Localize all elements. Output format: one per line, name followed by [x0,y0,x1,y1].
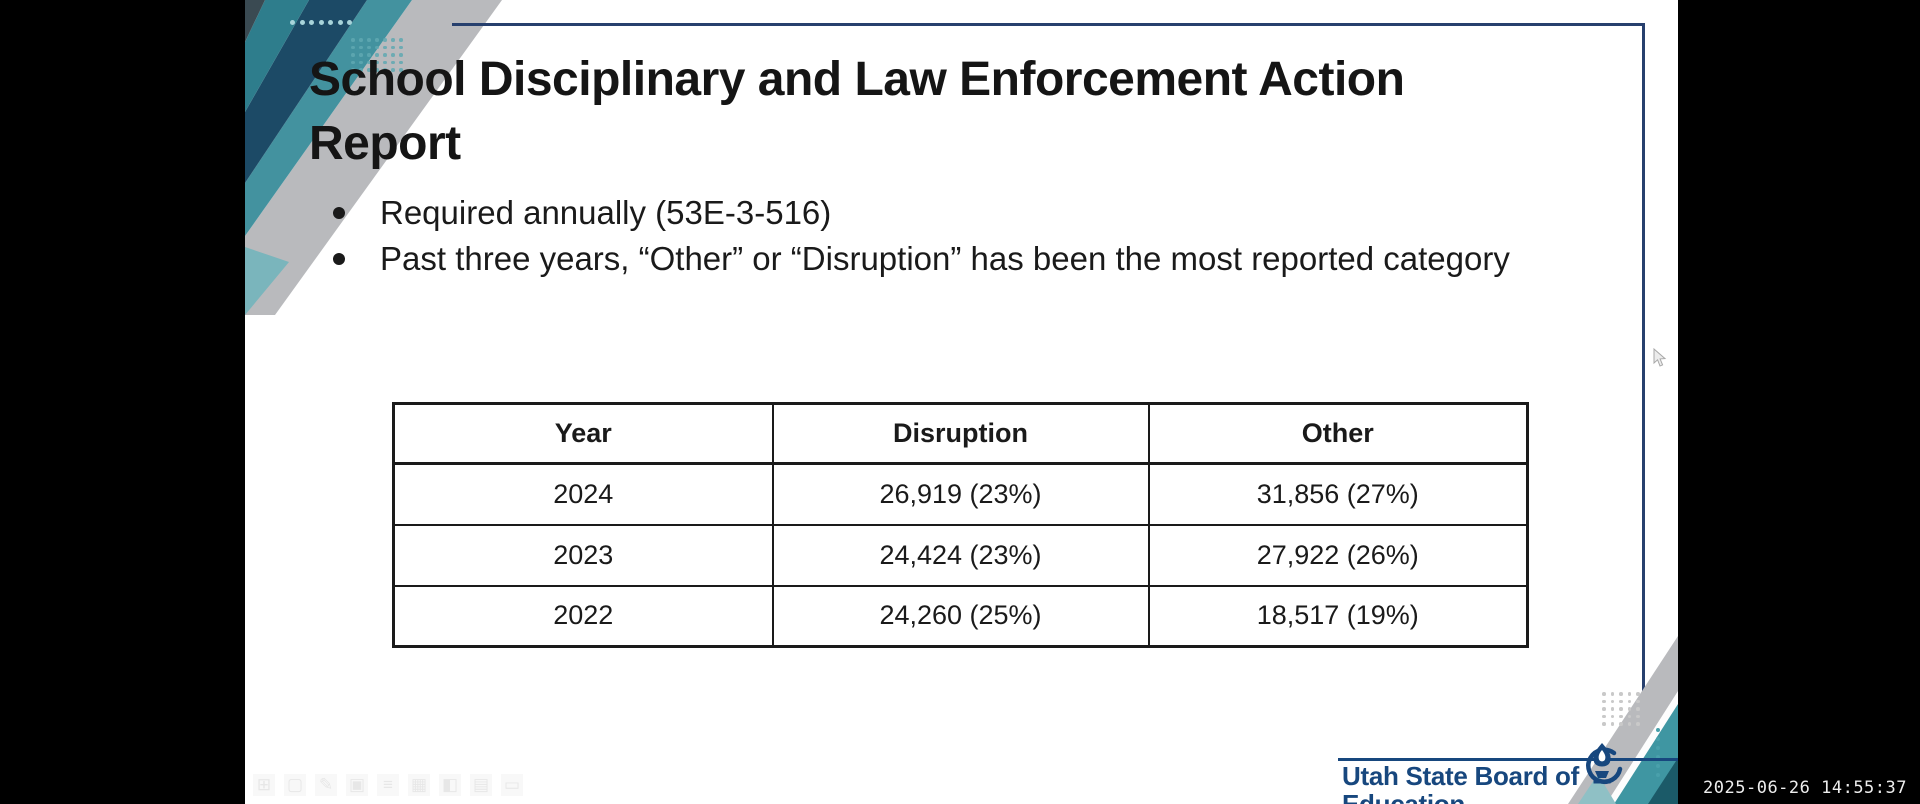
presentation-slide: School Disciplinary and Law Enforcement … [245,0,1678,804]
slide-title: School Disciplinary and Law Enforcement … [309,53,1405,170]
corner-decoration-bottom-right [1568,636,1678,804]
toolbar-slide-icon[interactable]: ▣ [346,774,368,796]
data-table: Year Disruption Other 2024 26,919 (23%) … [392,402,1529,648]
letterbox-right [1678,0,1920,804]
table-cell: 2024 [392,462,774,526]
toolbar-grid-icon[interactable]: ⊞ [253,774,275,796]
recording-timestamp: 2025-06-26 14:55:37 [1703,778,1907,798]
toolbar-notes-icon[interactable]: ▤ [470,774,492,796]
dot-grid-decoration [1602,692,1641,726]
table-header-row: Year Disruption Other [392,402,1529,465]
table-cell: 24,260 (25%) [771,584,1150,648]
table-row: 2022 24,260 (25%) 18,517 (19%) [392,584,1529,648]
usbe-logo: Utah State Board of Education [1338,743,1678,804]
slide-border-top [452,23,1645,26]
bullet-list: Required annually (53E-3-516) Past three… [333,190,1563,282]
table-cell: 26,919 (23%) [771,462,1150,526]
toolbar-shape-icon[interactable]: ▢ [284,774,306,796]
table-cell: 18,517 (19%) [1147,584,1529,648]
table-row: 2023 24,424 (23%) 27,922 (26%) [392,523,1529,587]
slide-border-right [1642,23,1645,804]
table-cell: 2022 [392,584,774,648]
mouse-cursor-icon [1653,348,1667,367]
bullet-text: Required annually (53E-3-516) [380,194,832,231]
dot-grid-decoration [351,38,403,72]
bullet-icon [333,207,345,219]
bullet-item: Past three years, “Other” or “Disruption… [333,236,1563,282]
toolbar-pen-icon[interactable]: ✎ [315,774,337,796]
table-cell: 2023 [392,523,774,587]
usbe-logo-text: Utah State Board of Education [1338,758,1678,804]
dot-column-decoration [1656,728,1660,777]
toolbar-table-icon[interactable]: ▦ [408,774,430,796]
letterbox-left [0,0,245,804]
table-cell: 24,424 (23%) [771,523,1150,587]
presenter-toolbar[interactable]: ⊞ ▢ ✎ ▣ ≡ ▦ ◧ ▤ ▭ [253,774,523,796]
dot-row-decoration [290,20,352,25]
table-header-cell: Other [1147,402,1529,465]
torch-icon [1586,743,1623,784]
corner-decoration-top-left [245,0,515,315]
bullet-icon [333,253,345,265]
table-row: 2024 26,919 (23%) 31,856 (27%) [392,462,1529,526]
toolbar-menu-icon[interactable]: ≡ [377,774,399,796]
table-header-cell: Disruption [771,402,1150,465]
bullet-item: Required annually (53E-3-516) [333,190,1563,236]
bullet-text: Past three years, “Other” or “Disruption… [380,240,1510,277]
toolbar-more-icon[interactable]: ▭ [501,774,523,796]
table-header-cell: Year [392,402,774,465]
table-cell: 27,922 (26%) [1147,523,1529,587]
table-cell: 31,856 (27%) [1147,462,1529,526]
toolbar-layout-icon[interactable]: ◧ [439,774,461,796]
